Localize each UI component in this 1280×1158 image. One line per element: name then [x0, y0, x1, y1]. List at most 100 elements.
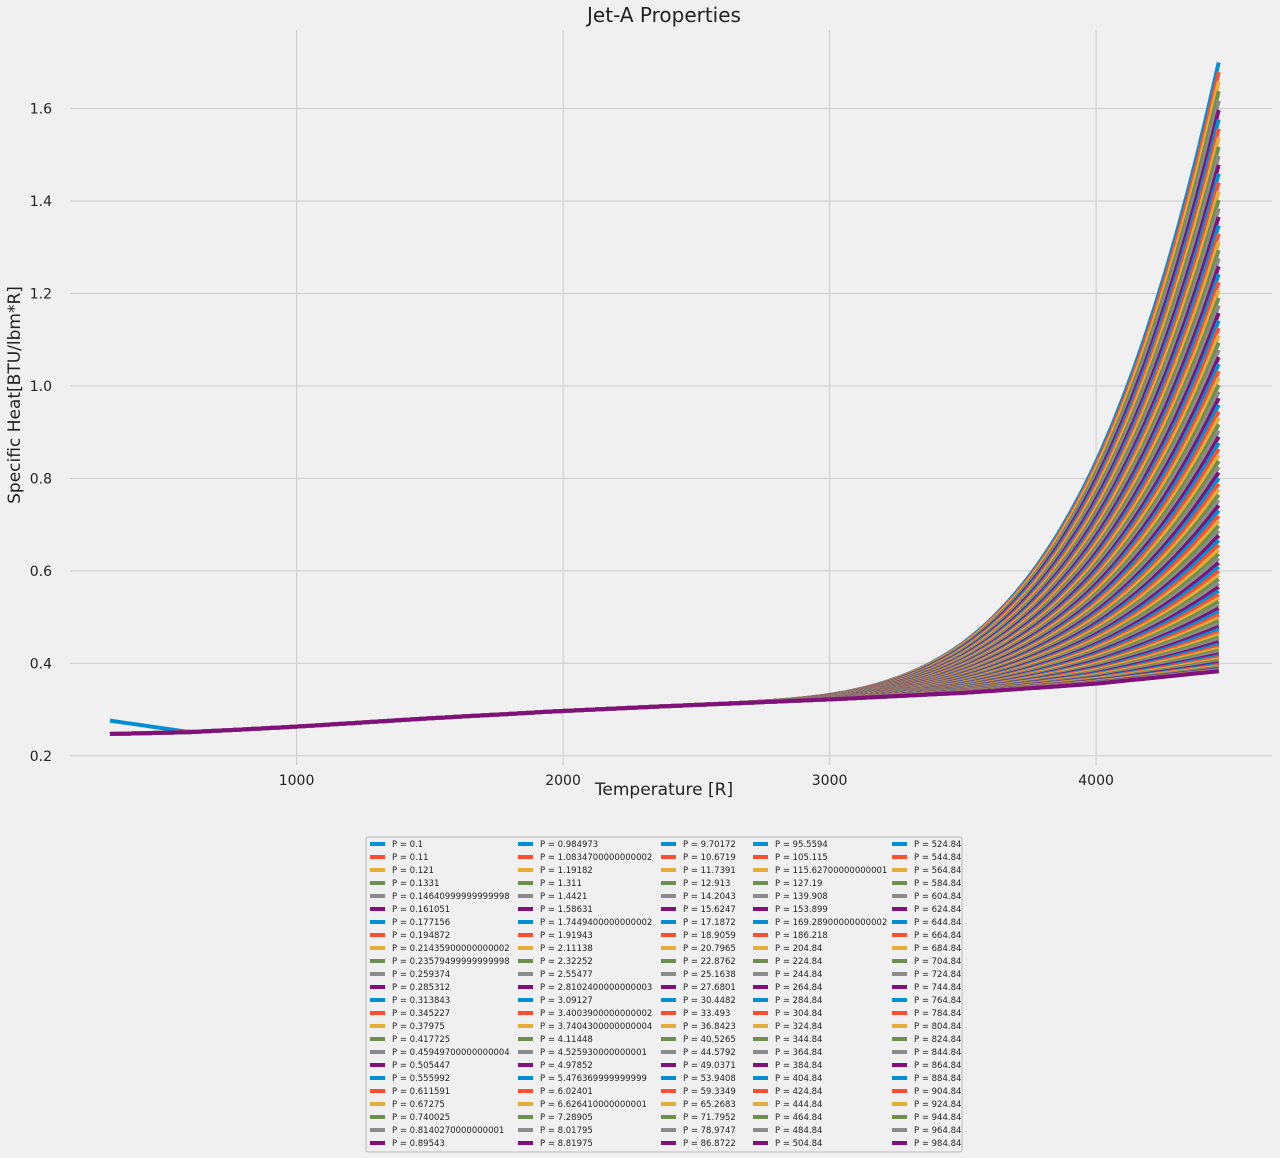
- legend-entry: P = 12.913: [683, 879, 730, 889]
- legend-entry: P = 139.908: [775, 892, 828, 902]
- legend-entry: P = 684.84: [914, 944, 961, 954]
- legend-entry: P = 444.84: [775, 1100, 822, 1110]
- legend-entry: P = 65.2683: [683, 1100, 736, 1110]
- legend-entry: P = 544.84: [914, 853, 961, 863]
- legend-entry: P = 264.84: [775, 983, 822, 993]
- legend-entry: P = 0.555992: [392, 1074, 450, 1084]
- legend-entry: P = 944.84: [914, 1113, 961, 1123]
- legend-entry: P = 4.11448: [540, 1035, 593, 1045]
- legend-entry: P = 0.1: [392, 840, 423, 850]
- legend-entry: P = 984.84: [914, 1139, 961, 1149]
- series-lines: [109, 61, 1221, 736]
- legend-entry: P = 224.84: [775, 957, 822, 967]
- legend-entry: P = 4.525930000000001: [540, 1048, 647, 1058]
- legend-entry: P = 0.37975: [392, 1022, 445, 1032]
- legend-entry: P = 824.84: [914, 1035, 961, 1045]
- x-tick-label: 2000: [545, 773, 581, 789]
- legend-entry: P = 0.14640999999999998: [392, 892, 510, 902]
- legend-entry: P = 49.0371: [683, 1061, 736, 1071]
- legend-entry: P = 504.84: [775, 1139, 822, 1149]
- legend-entry: P = 0.285312: [392, 983, 450, 993]
- legend-frame: [365, 836, 963, 1153]
- series-line: [109, 669, 1219, 736]
- legend-entry: P = 0.161051: [392, 905, 450, 915]
- legend-entry: P = 324.84: [775, 1022, 822, 1032]
- grid: [70, 30, 1272, 765]
- legend-entry: P = 884.84: [914, 1074, 961, 1084]
- legend-entry: P = 18.9059: [683, 931, 736, 941]
- legend-entry: P = 404.84: [775, 1074, 822, 1084]
- legend-entry: P = 0.177156: [392, 918, 450, 928]
- legend-entry: P = 0.984973: [540, 840, 598, 850]
- legend-entry: P = 14.2043: [683, 892, 736, 902]
- legend-entry: P = 40.5265: [683, 1035, 736, 1045]
- legend-entry: P = 304.84: [775, 1009, 822, 1019]
- legend-entry: P = 744.84: [914, 983, 961, 993]
- x-tick-label: 4000: [1078, 773, 1114, 789]
- y-tick-label: 1.0: [30, 379, 52, 395]
- y-tick-label: 1.4: [30, 194, 52, 210]
- legend-entry: P = 704.84: [914, 957, 961, 967]
- legend-entry: P = 464.84: [775, 1113, 822, 1123]
- legend-entry: P = 764.84: [914, 996, 961, 1006]
- legend-entry: P = 964.84: [914, 1126, 961, 1136]
- chart-title: Jet-A Properties: [585, 3, 741, 27]
- legend-entry: P = 0.21435900000000002: [392, 944, 510, 954]
- legend-entry: P = 1.7449400000000002: [540, 918, 652, 928]
- legend-entry: P = 0.417725: [392, 1035, 450, 1045]
- legend-entry: P = 724.84: [914, 970, 961, 980]
- y-tick-label: 1.2: [30, 286, 52, 302]
- legend-entry: P = 524.84: [914, 840, 961, 850]
- legend-entry: P = 1.58631: [540, 905, 593, 915]
- legend-entry: P = 664.84: [914, 931, 961, 941]
- legend-entry: P = 644.84: [914, 918, 961, 928]
- legend-entry: P = 186.218: [775, 931, 828, 941]
- legend-entry: P = 204.84: [775, 944, 822, 954]
- y-tick-label: 0.2: [30, 749, 52, 765]
- legend-entry: P = 95.5594: [775, 840, 828, 850]
- legend-entry: P = 169.28900000000002: [775, 918, 887, 928]
- legend-entry: P = 6.02401: [540, 1087, 593, 1097]
- legend-entry: P = 105.115: [775, 853, 828, 863]
- y-tick-label: 0.6: [30, 564, 52, 580]
- legend-entry: P = 78.9747: [683, 1126, 736, 1136]
- legend-entry: P = 424.84: [775, 1087, 822, 1097]
- y-tick-label: 0.8: [30, 471, 52, 487]
- legend-entry: P = 3.09127: [540, 996, 593, 1006]
- legend-entry: P = 564.84: [914, 866, 961, 876]
- legend-entry: P = 7.28905: [540, 1113, 593, 1123]
- legend-entry: P = 0.67275: [392, 1100, 445, 1110]
- legend-entry: P = 86.8722: [683, 1139, 736, 1149]
- x-axis-label: Temperature [R]: [594, 780, 733, 800]
- legend-entry: P = 284.84: [775, 996, 822, 1006]
- legend-entry: P = 364.84: [775, 1048, 822, 1058]
- legend-entry: P = 1.311: [540, 879, 582, 889]
- legend-entry: P = 624.84: [914, 905, 961, 915]
- legend-entry: P = 53.9408: [683, 1074, 736, 1084]
- legend-entry: P = 0.345227: [392, 1009, 450, 1019]
- legend-entry: P = 0.8140270000000001: [392, 1126, 504, 1136]
- legend-entry: P = 36.8423: [683, 1022, 736, 1032]
- legend-entry: P = 127.19: [775, 879, 822, 889]
- legend-entry: P = 1.4421: [540, 892, 587, 902]
- legend-entry: P = 22.8762: [683, 957, 736, 967]
- legend-entry: P = 44.5792: [683, 1048, 736, 1058]
- legend-entry: P = 25.1638: [683, 970, 736, 980]
- x-tick-label: 3000: [812, 773, 848, 789]
- legend-entry: P = 784.84: [914, 1009, 961, 1019]
- legend-entry: P = 0.194872: [392, 931, 450, 941]
- legend-entry: P = 0.505447: [392, 1061, 450, 1071]
- legend-entry: P = 2.11138: [540, 944, 593, 954]
- legend-entry: P = 864.84: [914, 1061, 961, 1071]
- legend-entry: P = 0.259374: [392, 970, 450, 980]
- legend: P = 0.1 P = 0.11 P = 0.121 P = 0.1331 P = 0.…: [365, 836, 963, 1153]
- legend-entry: P = 1.19182: [540, 866, 593, 876]
- legend-entry: P = 0.121: [392, 866, 434, 876]
- legend-entry: P = 27.6801: [683, 983, 736, 993]
- legend-entry: P = 15.6247: [683, 905, 736, 915]
- legend-entry: P = 584.84: [914, 879, 961, 889]
- legend-entry: P = 844.84: [914, 1048, 961, 1058]
- tick-labels: 1000 2000 3000 4000 0.2 0.4 0.6 0.8 1.0 1.2 1.4 1.6: [30, 102, 1114, 789]
- legend-entry: P = 384.84: [775, 1061, 822, 1071]
